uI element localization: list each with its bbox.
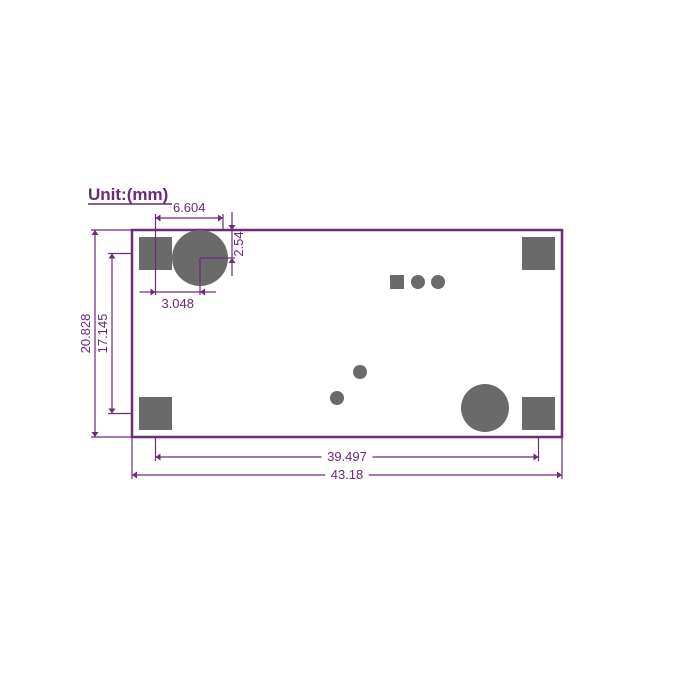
dim-width-outer: 43.18 [331, 467, 364, 482]
dim-top-gap: 6.604 [173, 200, 206, 215]
large-circle-1 [461, 384, 509, 432]
small-shape-2 [431, 275, 445, 289]
dim-height-outer: 20.828 [78, 314, 93, 354]
dim-width-inner: 39.497 [327, 449, 367, 464]
corner-pad-2 [139, 397, 172, 430]
dim-circle-vert: 2.54 [231, 231, 246, 256]
dim-height-inner: 17.145 [95, 314, 110, 354]
dimension-drawing: Unit:(mm) 20.82817.145 39.497 43.18 6.604 2.5… [0, 0, 700, 700]
small-shape-4 [330, 391, 344, 405]
small-shape-3 [353, 365, 367, 379]
small-shape-0 [390, 275, 404, 289]
dim-circle-horiz: 3.048 [161, 296, 194, 311]
small-shape-1 [411, 275, 425, 289]
corner-pad-3 [522, 397, 555, 430]
corner-pad-1 [522, 237, 555, 270]
unit-label: Unit:(mm) [88, 185, 168, 204]
